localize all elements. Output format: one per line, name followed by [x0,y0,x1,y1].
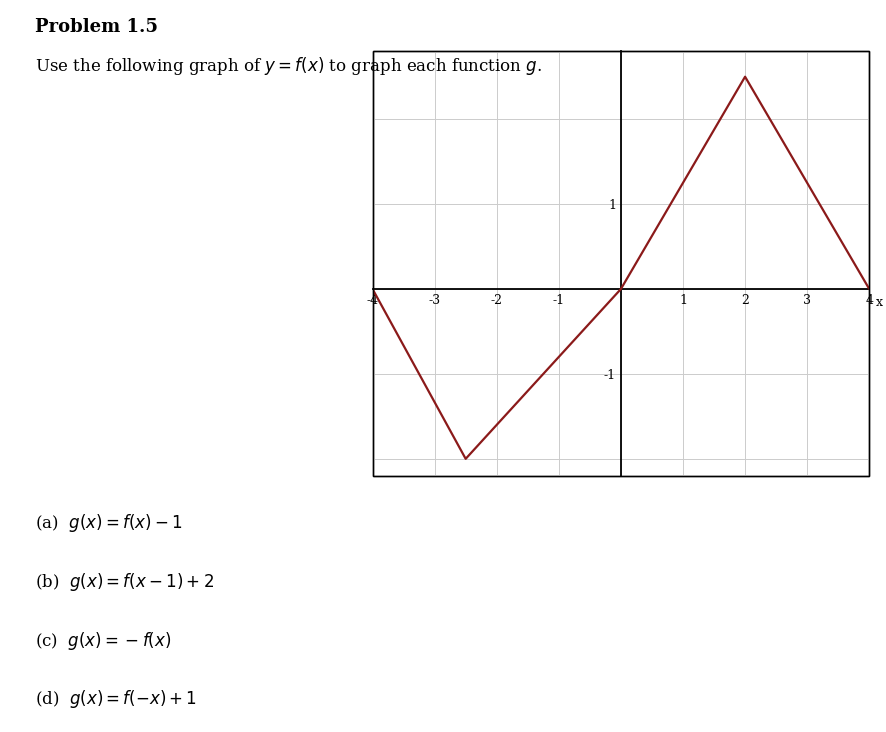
Text: (a)  $g(x) = f(x) - 1$: (a) $g(x) = f(x) - 1$ [35,512,183,534]
Text: x: x [875,296,882,309]
Text: (b)  $g(x) = f(x - 1) + 2$: (b) $g(x) = f(x - 1) + 2$ [35,571,214,593]
Text: (c)  $g(x) = -f(x)$: (c) $g(x) = -f(x)$ [35,630,172,651]
Text: Use the following graph of $y = f(x)$ to graph each function $g$.: Use the following graph of $y = f(x)$ to… [35,55,542,77]
Text: Problem 1.5: Problem 1.5 [35,18,159,37]
Text: (d)  $g(x) = f(-x) + 1$: (d) $g(x) = f(-x) + 1$ [35,688,198,710]
